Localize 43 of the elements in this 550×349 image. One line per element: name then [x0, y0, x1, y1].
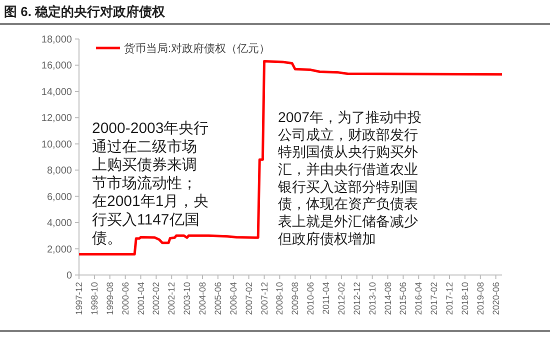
x-tick-label: 2018-10	[460, 282, 470, 316]
x-tick-label: 2012-02	[336, 282, 346, 316]
y-tick-label: 12,000	[41, 113, 72, 124]
x-tick-label: 2019-08	[475, 282, 486, 316]
x-tick-label: 2015-06	[398, 282, 408, 316]
x-tick-label: 2014-08	[382, 282, 393, 316]
y-tick-label: 14,000	[41, 86, 72, 98]
y-tick-label: 8,000	[46, 166, 72, 177]
x-tick-label: 2003-10	[182, 282, 192, 316]
legend: 货币当局:对政府债权（亿元）	[96, 43, 270, 55]
x-tick-label: 2016-04	[414, 282, 424, 316]
x-tick-label: 2008-10	[274, 282, 285, 316]
x-tick-label: 2002-12	[166, 282, 177, 316]
annotation: 2007年，为了推动中投公司成立，财政部发行特别国债从央行购买外汇，并由央行借道农业银行买入这部分特别国债，体现在资产负债表表上就是外汇储备减少但政府债权增加	[278, 110, 422, 248]
annotation: 2000-2003年央行通过在二级市场上购买债券来调节市场流动性；在2001年1月，央行买入1147亿国债。	[92, 120, 209, 247]
x-tick-label: 1999-08	[104, 282, 115, 316]
x-tick-label: 2007-12	[259, 282, 270, 316]
y-tick-label: 4,000	[46, 218, 72, 230]
x-tick-label: 2009-08	[290, 282, 300, 316]
x-tick-label: 2001-04	[136, 282, 146, 316]
x-tick-label: 2012-12	[352, 282, 362, 316]
x-tick-label: 1997-12	[74, 282, 84, 316]
x-tick-label: 2011-04	[321, 282, 332, 314]
x-tick-label: 2013-10	[367, 282, 378, 316]
y-tick-label: 0	[66, 270, 72, 282]
y-tick-label: 10,000	[41, 139, 72, 150]
x-tick-label: 2020-06	[490, 282, 501, 316]
legend-label: 货币当局:对政府债权（亿元）	[124, 42, 270, 55]
x-tick-label: 2006-04	[228, 282, 238, 316]
y-tick-label: 6,000	[46, 192, 72, 203]
x-tick-label: 2000-06	[120, 282, 130, 316]
x-tick-label: 2010-06	[306, 282, 316, 316]
x-tick-label: 2017-12	[444, 282, 455, 316]
title: 图 6. 稳定的央行对政府债权	[4, 4, 166, 19]
x-tick-label: 2002-02	[151, 282, 162, 316]
x-tick-label: 2007-02	[244, 282, 254, 316]
x-tick-label: 2004-08	[198, 282, 208, 316]
x-tick-label: 1998-10	[89, 282, 100, 316]
y-tick-label: 18,000	[41, 34, 72, 46]
x-tick-label: 2005-06	[212, 282, 223, 316]
x-tick-label: 2017-02	[429, 282, 440, 316]
y-tick-label: 16,000	[41, 60, 72, 72]
y-tick-label: 2,000	[46, 244, 72, 256]
